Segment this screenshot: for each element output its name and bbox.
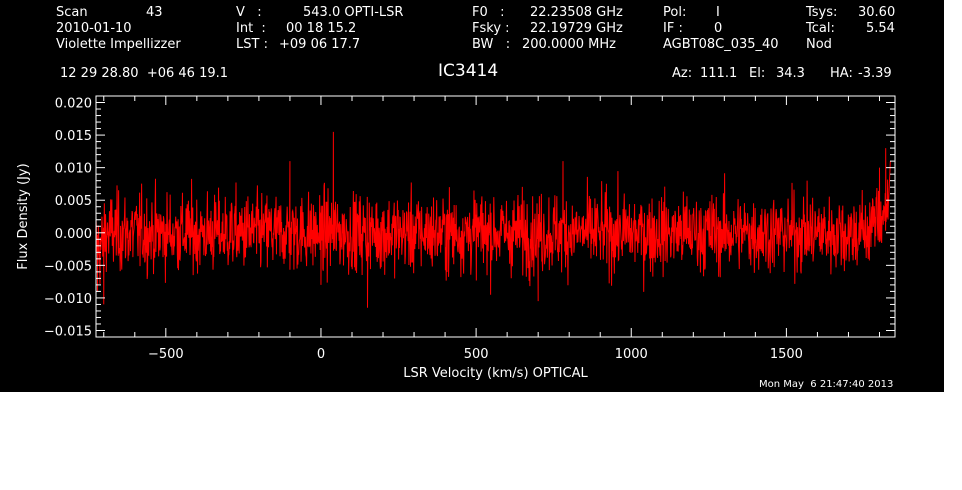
ha-label: HA: xyxy=(830,66,853,81)
pol-value: I xyxy=(716,5,720,20)
x-tick-label: 500 xyxy=(464,347,489,362)
tcal-value: 5.54 xyxy=(866,21,895,36)
x-tick-label: 0 xyxy=(317,347,325,362)
az-value: 111.1 xyxy=(700,66,738,81)
y-tick-label: −0.015 xyxy=(44,324,92,339)
az-label: Az: xyxy=(672,66,693,81)
y-tick-label: 0.000 xyxy=(55,227,92,242)
int-value: 00 18 15.2 xyxy=(286,21,357,36)
obs-date: 2010-01-10 xyxy=(56,21,132,36)
x-tick-label: 1000 xyxy=(615,347,648,362)
y-tick-label: −0.005 xyxy=(44,259,92,274)
plot-timestamp: Mon May 6 21:47:40 2013 xyxy=(759,379,894,390)
spectrum-series-group xyxy=(95,131,891,308)
y-tick-label: −0.010 xyxy=(44,292,92,307)
el-value: 34.3 xyxy=(776,66,805,81)
bw-value: 200.0000 MHz xyxy=(522,37,616,52)
x-axis-title: LSR Velocity (km/s) OPTICAL xyxy=(403,366,588,381)
tsys-value: 30.60 xyxy=(858,5,896,20)
tcal-label: Tcal: xyxy=(806,21,835,36)
axes-group: −500 0 500 1000 1500 0.020 0.015 0.010 0.005 0.00… xyxy=(16,95,896,381)
scan-label: Scan xyxy=(56,5,88,20)
y-tick-label: 0.010 xyxy=(55,162,92,177)
plot-frame xyxy=(95,95,896,338)
y-tick-label: 0.015 xyxy=(55,129,92,144)
bw-label: BW : xyxy=(472,37,511,52)
int-label: Int : xyxy=(236,21,266,36)
observer-name: Violette Impellizzer xyxy=(56,37,181,52)
scan-value: 43 xyxy=(146,5,163,20)
tsys-label: Tsys: xyxy=(806,5,838,20)
x-tick-label: −500 xyxy=(148,347,184,362)
if-label: IF : xyxy=(663,21,683,36)
spectrum-panel: Scan 43 2010-01-10 Violette Impellizzer … xyxy=(0,0,944,392)
velocity-label: V : xyxy=(236,5,262,20)
x-tick-label: 1500 xyxy=(770,347,803,362)
fsky-label: Fsky : xyxy=(472,21,510,36)
y-axis-title: Flux Density (Jy) xyxy=(16,163,31,269)
flux-series-line xyxy=(95,131,891,308)
ha-value: -3.39 xyxy=(858,66,892,81)
obs-mode: Nod xyxy=(806,37,832,52)
if-value: 0 xyxy=(714,21,723,36)
source-coordinates: 12 29 28.80 +06 46 19.1 xyxy=(60,66,229,81)
y-tick-label: 0.020 xyxy=(55,97,92,112)
f0-label: F0 : xyxy=(472,5,505,20)
lst-label: LST : xyxy=(236,37,268,52)
pol-label: Pol: xyxy=(663,5,687,20)
fsky-value: 22.19729 GHz xyxy=(530,21,623,36)
source-name: IC3414 xyxy=(438,61,499,81)
flux-spectrum-chart: −500 0 500 1000 1500 0.020 0.015 0.010 0.005 0.00… xyxy=(16,95,896,381)
y-tick-label: 0.005 xyxy=(55,194,92,209)
el-label: El: xyxy=(749,66,766,81)
velocity-value: 543.0 OPTI-LSR xyxy=(303,5,404,20)
lst-value: +09 06 17.7 xyxy=(279,37,361,52)
project-id: AGBT08C_035_40 xyxy=(663,37,779,52)
f0-value: 22.23508 GHz xyxy=(530,5,623,20)
